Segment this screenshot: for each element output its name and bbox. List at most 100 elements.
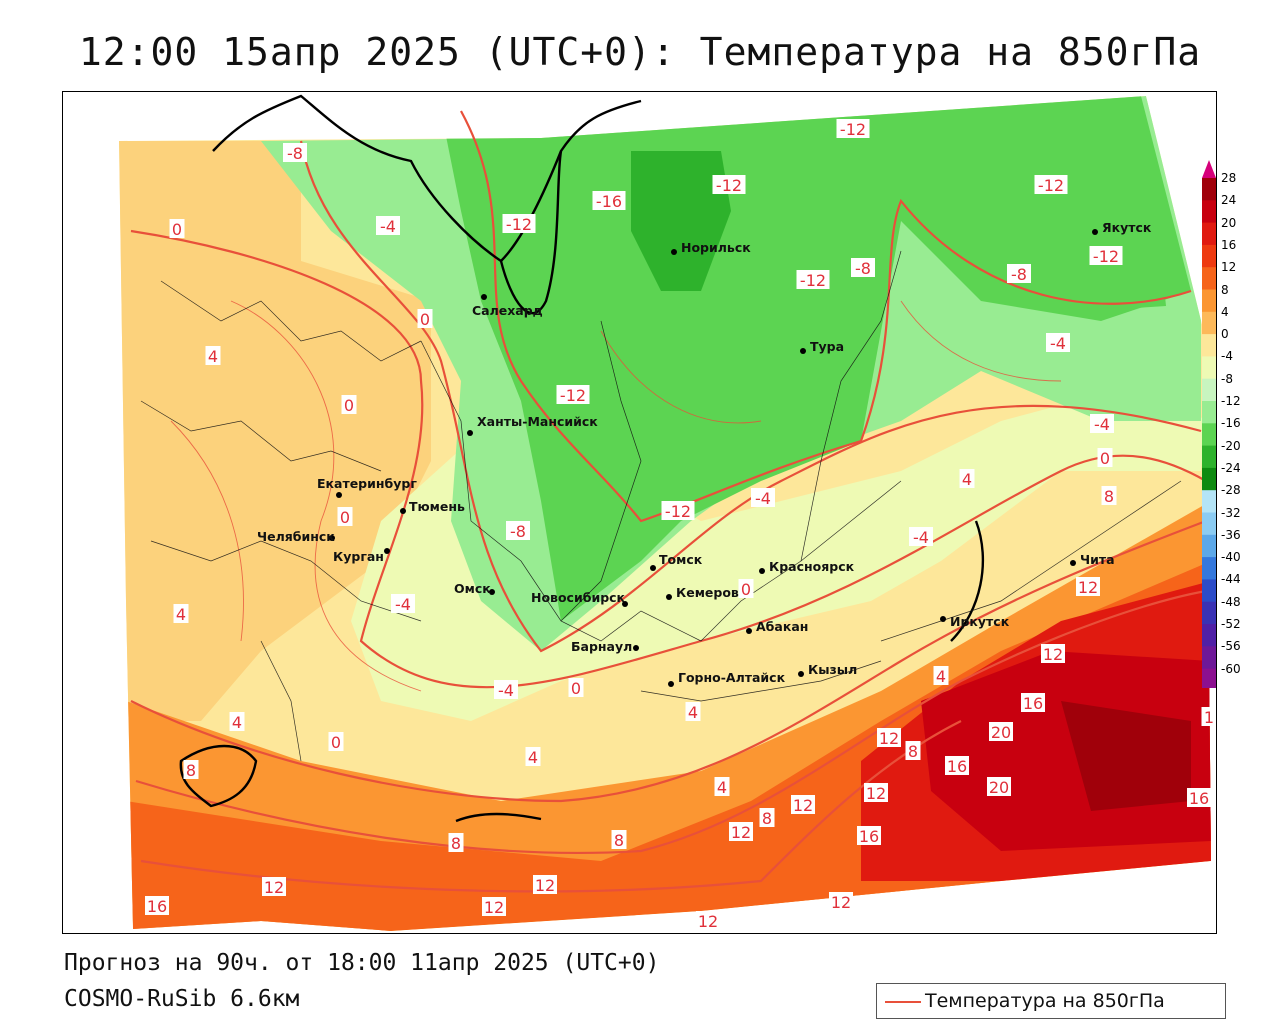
isotherm-label-bg [205, 346, 221, 365]
isotherm-label: 12 [535, 876, 555, 895]
field-minus-12-east [1081, 256, 1166, 311]
city-dot-yakutsk [1092, 229, 1098, 235]
isotherm-label: 12 [1078, 578, 1098, 597]
isotherm-label: -8 [287, 144, 303, 163]
colorbar-swatch [1202, 512, 1216, 536]
city-dot-kemerovo [666, 594, 672, 600]
isotherm-label-bg [1076, 577, 1100, 596]
field-24 [1061, 701, 1191, 811]
city-label-abakan: Абакан [756, 619, 808, 634]
city-label-tyumen: Тюмень [409, 499, 465, 514]
isotherm-label-bg [448, 833, 464, 852]
map-canvas: Якутск Норильск Салехард Тура Ханты-Манс… [63, 92, 1216, 933]
city-label-tura: Тура [810, 339, 844, 354]
isotherm-label-bg [482, 897, 506, 916]
colorbar-tick-label: 12 [1221, 260, 1237, 275]
isotherm-label-bg [1046, 333, 1070, 352]
isotherm-label-bg [751, 488, 775, 507]
isotherm-label: 16 [859, 827, 879, 846]
colorbar-tick-label: -52 [1221, 617, 1241, 631]
city-label-salekhard: Салехард [472, 303, 543, 318]
border-4 [420, 340, 702, 642]
isotherm-label-bg [909, 527, 933, 546]
city-label-omsk: Омск [454, 581, 491, 596]
isotherm-label-bg [592, 191, 626, 210]
field-4-west [119, 141, 431, 721]
isotherm-label: -12 [1038, 176, 1064, 195]
colorbar [1202, 160, 1216, 688]
isotherm-minor-3 [600, 330, 762, 424]
isotherm-label-bg [987, 777, 1011, 796]
isotherm-label: 16 [1023, 694, 1043, 713]
isotherm-label: 0 [344, 396, 354, 415]
city-label-kemerovo: Кемерово [676, 585, 748, 600]
isotherm-label: 4 [232, 713, 242, 732]
isotherm-label: 8 [186, 761, 196, 780]
temperature-map: Якутск Норильск Салехард Тура Ханты-Манс… [62, 91, 1217, 934]
colorbar-swatch [1202, 334, 1216, 357]
isotherm-label-bg [502, 214, 536, 233]
isotherm-label-bg [905, 741, 921, 760]
field-minus-12 [441, 96, 1191, 621]
colorbar-swatch [1202, 579, 1216, 603]
isotherm-label: -4 [395, 595, 411, 614]
city-label-barnaul: Барнаул [571, 639, 632, 654]
colorbar-tick-label: -28 [1221, 483, 1241, 498]
colorbar-tick-label: -36 [1221, 527, 1241, 542]
isotherm-label-bg [283, 143, 307, 162]
city-dot-chita [1070, 560, 1076, 566]
border-5 [560, 320, 642, 622]
city-dot-khanty-mansiysk [467, 430, 473, 436]
isotherm-label: 4 [962, 470, 972, 489]
border-8 [880, 480, 1182, 642]
city-label-krasnoyarsk: Красноярск [769, 559, 855, 574]
isotherm-label: 12 [698, 912, 718, 931]
isotherm-label-bg [738, 579, 754, 598]
colorbar-tick-label: -60 [1221, 661, 1241, 676]
border-3 [150, 540, 422, 622]
border-10 [260, 640, 302, 762]
city-dot-omsk [489, 589, 495, 595]
isotherm-label-bg [685, 702, 701, 721]
isotherm-label: 12 [831, 893, 851, 912]
isotherm-label: -4 [380, 217, 396, 236]
aral-sea [179, 744, 258, 808]
border-2 [140, 400, 382, 472]
cities: Якутск Норильск Салехард Тура Ханты-Манс… [257, 220, 1152, 687]
isotherm-label-bg [864, 783, 888, 802]
colorbar-swatch [1202, 557, 1216, 580]
colorbar-tick-label: -12 [1221, 394, 1241, 408]
isotherm-label-bg [661, 501, 695, 520]
isotherm-minus-12 [460, 110, 1192, 523]
isotherm-label-bg [933, 666, 949, 685]
isotherm-label: -4 [755, 489, 771, 508]
colorbar-swatch [1202, 490, 1216, 513]
colorbar-tick-label: -56 [1221, 639, 1241, 654]
colorbar-tick-label: -8 [1221, 371, 1233, 386]
legend: Температура на 850гПа [876, 983, 1226, 1019]
isotherm-label-bg [568, 678, 584, 697]
colorbar-swatch [1202, 222, 1216, 246]
colorbar-swatch [1202, 534, 1216, 558]
isotherm-label: -4 [498, 681, 514, 700]
isotherm-label: 8 [762, 809, 772, 828]
isotherm-label: -12 [665, 502, 691, 521]
border-7 [800, 250, 902, 562]
isotherm-label-bg [836, 119, 870, 138]
isotherm-label: 8 [451, 834, 461, 853]
colorbar-swatch [1202, 289, 1216, 313]
arctic-coastline [212, 94, 642, 263]
isotherm-label: 0 [340, 508, 350, 527]
city-dot-tomsk [650, 565, 656, 571]
colorbar-swatch [1202, 467, 1216, 491]
colorbar-swatch [1202, 200, 1216, 224]
city-label-norilsk: Норильск [681, 240, 751, 255]
isotherm-minor-lines [170, 300, 1062, 692]
city-dot-kurgan [384, 548, 390, 554]
isotherm-label-bg [337, 507, 353, 526]
isotherm-label-bg [417, 309, 433, 328]
border-9 [640, 660, 882, 702]
isotherm-label-bg [173, 604, 189, 623]
city-dot-tura [800, 348, 806, 354]
colorbar-tick-label: -16 [1221, 416, 1241, 431]
